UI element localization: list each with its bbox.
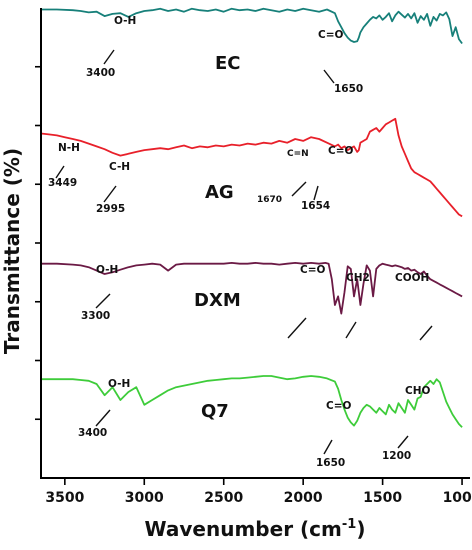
annotation-ec-oh: O-H — [114, 15, 136, 27]
leader-q7-1200 — [397, 435, 409, 449]
x-axis-title: Wavenumber (cm-1) — [145, 517, 366, 541]
annotation-q7-cho: CHO — [405, 385, 430, 397]
leader-q7-1650 — [323, 439, 333, 455]
annotation-dxm-ch2: CH2 — [346, 272, 370, 284]
leader-dxm-cooh — [419, 325, 433, 341]
x-axis-title-sup: -1 — [342, 517, 356, 532]
sample-label-dxm: DXM — [194, 290, 241, 311]
x-tick-label-3000: 3000 — [125, 490, 164, 506]
annotation-ag-ch: C-H — [109, 161, 130, 173]
annotation-ec-1650: 1650 — [334, 83, 363, 95]
leader-ag-2995 — [103, 185, 117, 203]
trace-q7 — [41, 375, 463, 428]
leader-dxm-3300 — [95, 293, 111, 309]
y-ticks — [35, 65, 41, 421]
x-ticks: 3500 3000 2500 2000 1500 1000 — [45, 478, 472, 506]
leader-dxm-co — [287, 317, 307, 339]
x-tick-label-2500: 2500 — [204, 490, 243, 506]
annotation-ag-1654: 1654 — [301, 200, 330, 212]
sample-label-ag: AG — [205, 182, 234, 203]
annotation-ag-co: C=O — [328, 145, 354, 157]
annotation-q7-oh: O-H — [108, 378, 130, 390]
sample-labels: EC AG DXM Q7 — [194, 53, 241, 422]
x-tick-label-1000: 1000 — [443, 490, 472, 506]
x-axis-title-close: ) — [356, 517, 365, 541]
sample-label-ec: EC — [215, 53, 241, 74]
annotation-q7-co: C=O — [326, 400, 352, 412]
x-axis-title-main: Wavenumber (cm — [145, 517, 342, 541]
leader-dxm-ch2 — [345, 321, 357, 339]
annotation-q7-3400: 3400 — [78, 427, 107, 439]
sample-label-q7: Q7 — [201, 401, 229, 422]
annotation-ag-1670: 1670 — [257, 195, 282, 205]
annotation-ec-3400: 3400 — [86, 67, 115, 79]
leader-ag-1670 — [291, 181, 307, 197]
annotation-ag-2995: 2995 — [96, 203, 125, 215]
annotation-ec-co: C=O — [318, 29, 344, 41]
leader-ec-1650 — [323, 69, 335, 84]
annotation-ag-cn: C=N — [287, 149, 309, 159]
annotation-ag-3449: 3449 — [48, 177, 77, 189]
x-tick-label-3500: 3500 — [45, 490, 84, 506]
spectra-traces — [40, 7, 463, 428]
leader-ag-3449 — [55, 165, 65, 179]
annotation-dxm-oh: O-H — [96, 264, 118, 276]
x-tick-label-2000: 2000 — [284, 490, 323, 506]
annotation-dxm-cooh: COOH — [395, 272, 429, 284]
annotation-q7-1200: 1200 — [382, 450, 411, 462]
y-axis-title: Transmittance (%) — [0, 148, 24, 354]
peak-annotations: O-H 3400 C=O 1650 N-H 3449 C-H 2995 C=N … — [48, 15, 433, 469]
trace-dxm — [41, 261, 463, 315]
leader-q7-3400 — [95, 409, 111, 427]
axes: 3500 3000 2500 2000 1500 1000 — [35, 8, 472, 506]
leader-ag-1654 — [313, 185, 319, 201]
x-tick-label-1500: 1500 — [363, 490, 402, 506]
trace-ag — [40, 117, 463, 218]
annotation-ag-nh: N-H — [58, 142, 80, 154]
annotation-q7-1650: 1650 — [316, 457, 345, 469]
leader-ec-3400 — [103, 49, 115, 65]
trace-ec — [41, 7, 463, 45]
annotation-dxm-co: C=O — [300, 264, 326, 276]
annotation-dxm-3300: 3300 — [81, 310, 110, 322]
